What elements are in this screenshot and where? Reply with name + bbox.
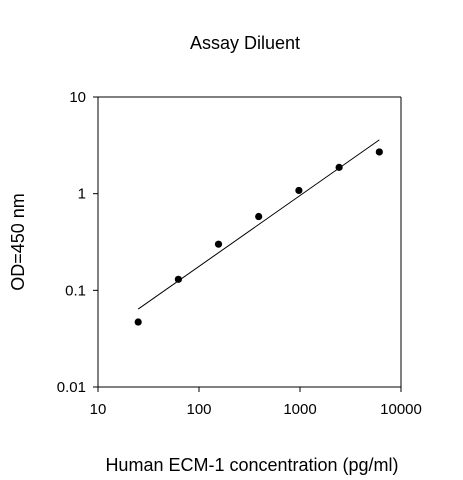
y-axis-label: OD=450 nm xyxy=(8,193,28,291)
x-tick-label: 10 xyxy=(90,401,107,418)
y-tick-label: 0.01 xyxy=(57,379,86,396)
data-point xyxy=(295,186,303,195)
x-tick-label: 10000 xyxy=(380,401,422,418)
plot-group: 10 100 1000 10000 0.01 0.1 1 10 xyxy=(57,89,422,418)
chart-title: Assay Diluent xyxy=(190,33,300,53)
data-point xyxy=(255,212,263,221)
y-tick-label: 0.1 xyxy=(65,282,86,299)
y-tick-label: 1 xyxy=(78,186,86,203)
fit-line xyxy=(137,139,380,310)
data-point xyxy=(214,240,223,248)
data-point xyxy=(335,163,343,171)
x-tick-label: 100 xyxy=(186,401,211,418)
x-tick-label: 1000 xyxy=(283,401,316,418)
data-point xyxy=(174,275,182,283)
data-point xyxy=(134,318,142,326)
y-tick-label: 10 xyxy=(69,89,86,106)
x-axis-label: Human ECM-1 concentration (pg/ml) xyxy=(105,455,398,475)
data-point xyxy=(375,148,383,156)
